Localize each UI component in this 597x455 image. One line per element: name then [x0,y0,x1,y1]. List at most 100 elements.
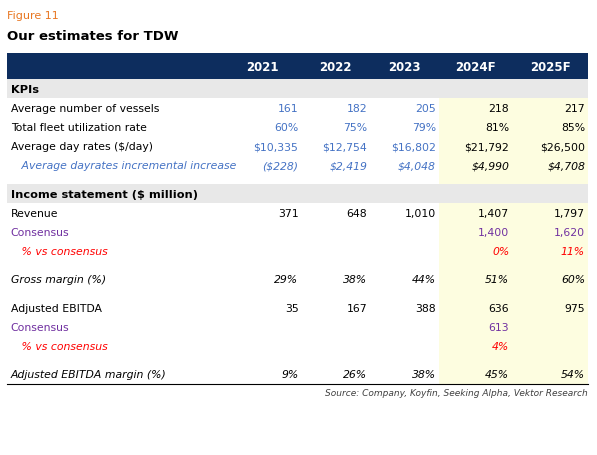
Text: 79%: 79% [412,123,436,133]
Text: 1,797: 1,797 [554,208,585,218]
Bar [7,80,588,99]
Text: 167: 167 [346,303,367,313]
Text: Revenue: Revenue [11,208,59,218]
Text: % vs consensus: % vs consensus [11,247,107,257]
Text: 1,400: 1,400 [478,228,509,238]
Text: $4,990: $4,990 [472,161,509,171]
Bar [7,176,588,185]
Bar [7,54,588,80]
Text: ($228): ($228) [263,161,298,171]
Bar [7,365,588,384]
Text: 9%: 9% [281,369,298,379]
Bar [7,204,588,223]
Text: Average number of vessels: Average number of vessels [11,104,159,114]
Text: 26%: 26% [343,369,367,379]
Bar [439,223,588,242]
Text: KPIs: KPIs [11,85,39,95]
Bar [439,118,588,137]
Text: 182: 182 [346,104,367,114]
Text: 161: 161 [278,104,298,114]
Text: Consensus: Consensus [11,322,69,332]
Text: 44%: 44% [412,275,436,285]
Text: $12,754: $12,754 [322,142,367,152]
Text: $16,802: $16,802 [391,142,436,152]
Bar [439,365,588,384]
Bar [439,289,588,298]
Bar [7,242,588,261]
Bar [7,223,588,242]
Text: 0%: 0% [492,247,509,257]
Bar [7,137,588,157]
Bar [439,242,588,261]
Text: 11%: 11% [561,247,585,257]
Text: Our estimates for TDW: Our estimates for TDW [7,30,179,43]
Text: 2024F: 2024F [455,61,496,73]
Bar [7,289,588,298]
Text: 1,620: 1,620 [554,228,585,238]
Bar [439,337,588,356]
Text: 218: 218 [488,104,509,114]
Text: 388: 388 [415,303,436,313]
Text: 613: 613 [488,322,509,332]
Text: $10,335: $10,335 [254,142,298,152]
Text: 35: 35 [285,303,298,313]
Text: Source: Company, Koyfin, Seeking Alpha, Vektor Research: Source: Company, Koyfin, Seeking Alpha, … [325,389,588,398]
Text: $4,708: $4,708 [547,161,585,171]
Text: 45%: 45% [485,369,509,379]
Text: 2021: 2021 [247,61,279,73]
Bar [7,318,588,337]
Bar [7,261,588,270]
Bar [7,185,588,204]
Text: 205: 205 [415,104,436,114]
Text: 2022: 2022 [319,61,352,73]
Text: Adjusted EBITDA margin (%): Adjusted EBITDA margin (%) [11,369,167,379]
Text: 217: 217 [564,104,585,114]
Bar [7,270,588,289]
Bar [439,356,588,365]
Bar [439,270,588,289]
Bar [7,298,588,318]
Bar [439,176,588,185]
Bar [7,118,588,137]
Text: $4,048: $4,048 [398,161,436,171]
Text: 54%: 54% [561,369,585,379]
Bar [439,137,588,157]
Text: 38%: 38% [412,369,436,379]
Bar [439,99,588,118]
Bar [439,157,588,176]
Bar [439,204,588,223]
Text: 648: 648 [346,208,367,218]
Text: Average day rates ($/day): Average day rates ($/day) [11,142,153,152]
Bar [439,298,588,318]
Text: 81%: 81% [485,123,509,133]
Text: 29%: 29% [275,275,298,285]
Text: Gross margin (%): Gross margin (%) [11,275,106,285]
Text: $2,419: $2,419 [330,161,367,171]
Text: 60%: 60% [561,275,585,285]
Text: 371: 371 [278,208,298,218]
Text: Consensus: Consensus [11,228,69,238]
Text: 4%: 4% [492,341,509,351]
Bar [7,157,588,176]
Text: 636: 636 [488,303,509,313]
Text: 2025F: 2025F [530,61,571,73]
Text: Adjusted EBITDA: Adjusted EBITDA [11,303,101,313]
Text: 975: 975 [564,303,585,313]
Text: 1,407: 1,407 [478,208,509,218]
Text: 60%: 60% [274,123,298,133]
Bar [7,356,588,365]
Bar [439,318,588,337]
Bar [439,261,588,270]
Text: 38%: 38% [343,275,367,285]
Text: Income statement ($ million): Income statement ($ million) [11,189,198,199]
Text: $21,792: $21,792 [464,142,509,152]
Bar [7,337,588,356]
Text: 51%: 51% [485,275,509,285]
Text: 85%: 85% [561,123,585,133]
Text: 1,010: 1,010 [405,208,436,218]
Text: $26,500: $26,500 [540,142,585,152]
Text: 75%: 75% [343,123,367,133]
Text: % vs consensus: % vs consensus [11,341,107,351]
Text: Figure 11: Figure 11 [7,11,59,21]
Text: 2023: 2023 [388,61,421,73]
